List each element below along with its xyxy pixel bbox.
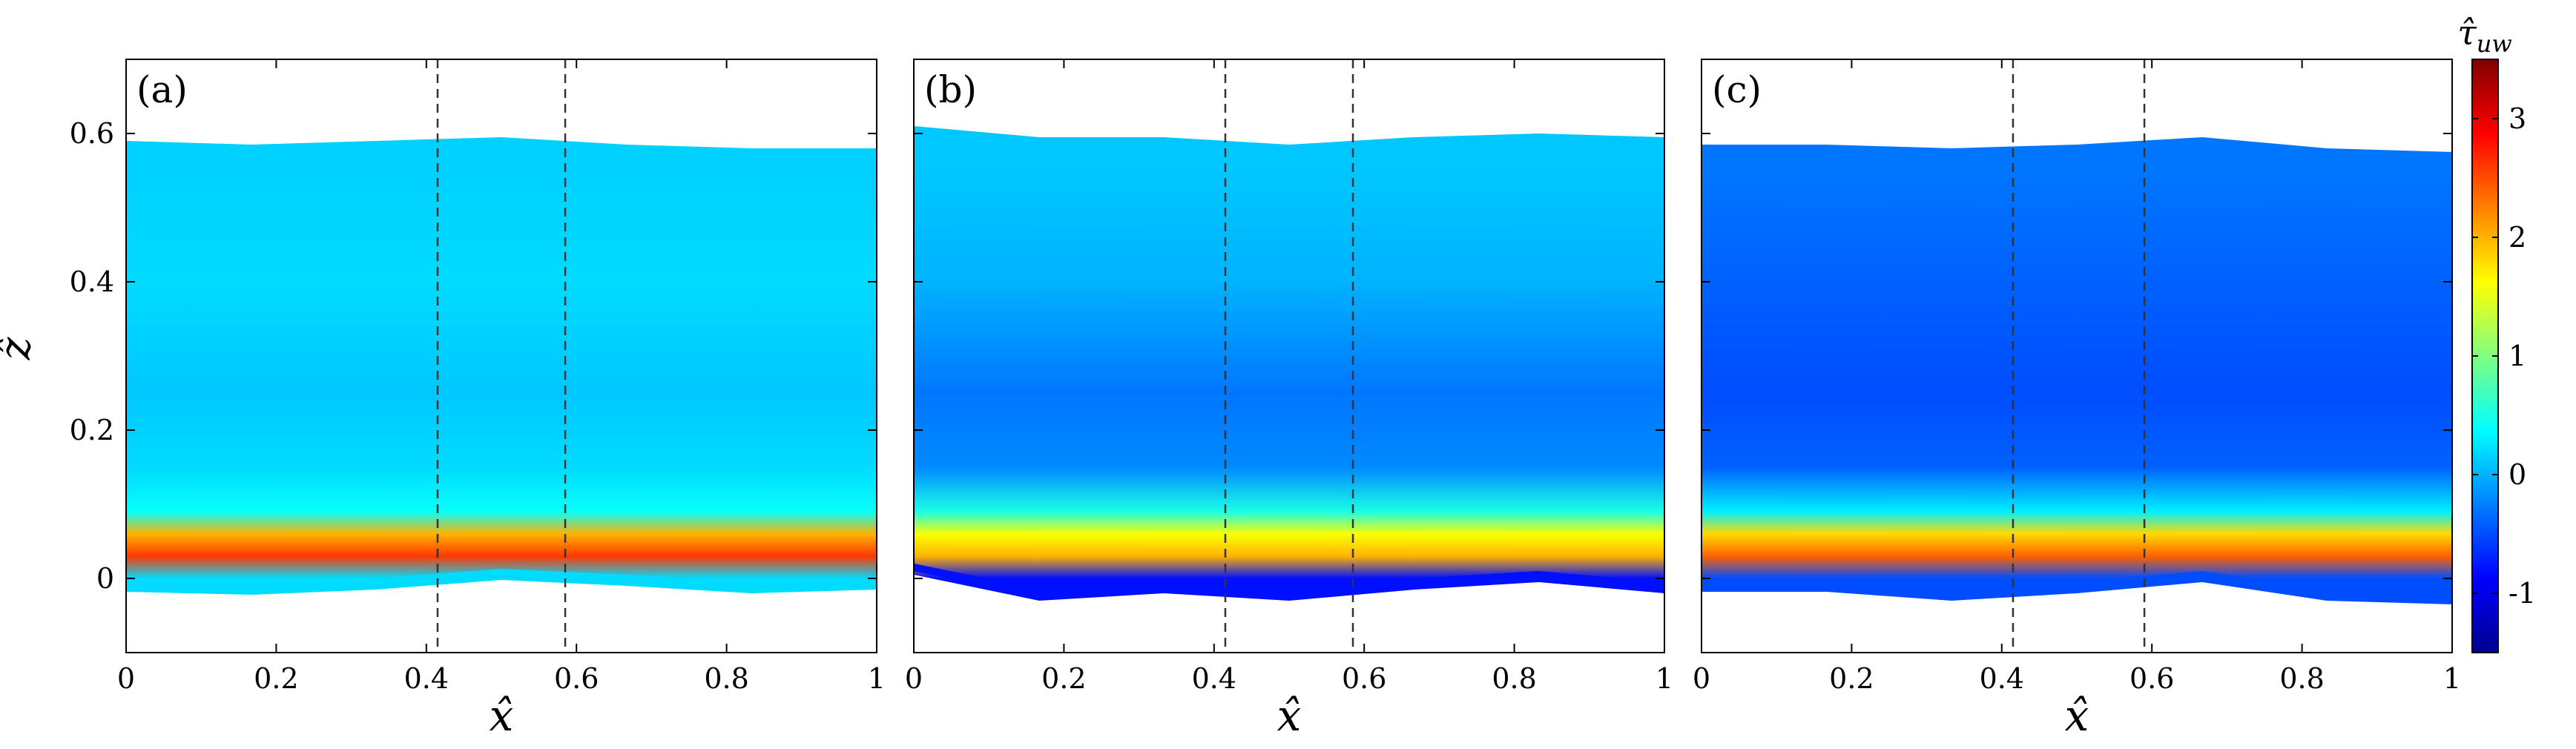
colorbar-tick-label: -1 — [2509, 577, 2536, 610]
contour-field — [1702, 137, 2452, 604]
x-tick-label: 1 — [2443, 662, 2461, 695]
y-axis-label: ẑ — [0, 337, 40, 360]
y-tick-label: 0.6 — [70, 117, 114, 150]
contour-field — [914, 126, 1664, 601]
y-tick-label: 0.2 — [70, 414, 114, 446]
colorbar-label-sub: uw — [2477, 30, 2512, 58]
x-axis-label: x̂ — [2065, 690, 2089, 741]
colorbar-label-base: τ̂ — [2457, 13, 2477, 53]
x-tick-label: 0 — [905, 662, 923, 695]
x-tick-label: 0.6 — [2129, 662, 2174, 695]
panel-frame — [125, 59, 877, 653]
panel-label: (b) — [924, 68, 977, 111]
panel-frame — [913, 59, 1665, 653]
colorbar-tick-label: 2 — [2509, 221, 2526, 254]
colorbar-tick-label: 3 — [2509, 102, 2526, 135]
x-tick-label: 0.2 — [1041, 662, 1086, 695]
colorbar: τ̂uw -1 0 1 2 3 — [2457, 13, 2536, 653]
colorbar-tick-label: 0 — [2509, 458, 2526, 491]
near-wall-band — [126, 568, 877, 592]
x-tick-label: 0.8 — [704, 662, 748, 695]
x-tick-label: 0.2 — [1829, 662, 1874, 695]
x-tick-label: 0.4 — [1192, 662, 1236, 695]
x-tick-label: 1 — [868, 662, 886, 695]
colorbar-label: τ̂uw — [2457, 13, 2511, 58]
panel-c: 0 0.2 0.4 0.6 0.8 1 x̂ (c) — [1693, 59, 2461, 741]
x-tick-label: 1 — [1656, 662, 1673, 695]
panel-frame — [1701, 59, 2453, 653]
near-wall-band — [914, 564, 1664, 598]
x-tick-label: 0.2 — [254, 662, 298, 695]
panel-label: (a) — [136, 68, 188, 111]
y-tick-label: 0.4 — [70, 265, 114, 298]
x-tick-label: 0 — [117, 662, 135, 695]
panels-group: 0 0.2 0.4 0.6 0.8 100.20.40.6x̂(a)0 0.2 0.4 0.6 0… — [70, 59, 2461, 741]
colorbar-ticks: -1 0 1 2 3 — [2472, 102, 2536, 610]
x-tick-label: 0 — [1693, 662, 1710, 695]
x-tick-label: 0.8 — [1492, 662, 1536, 695]
x-tick-label: 0.4 — [1980, 662, 2024, 695]
y-axis-title: ẑ — [0, 337, 40, 360]
contour-field — [126, 137, 877, 595]
x-tick-label: 0.6 — [1342, 662, 1386, 695]
x-axis-label: x̂ — [490, 690, 514, 741]
x-tick-label: 0.4 — [404, 662, 449, 695]
near-wall-band — [1702, 570, 2452, 601]
panel-b: 0 0.2 0.4 0.6 0.8 1 x̂ (b) — [905, 59, 1673, 741]
colorbar-tick-label: 1 — [2509, 340, 2526, 372]
x-tick-label: 0.8 — [2279, 662, 2324, 695]
panel-a: 0 0.2 0.4 0.6 0.8 1 0 0.2 0.4 0.6 x̂ (a) — [70, 59, 886, 741]
y-tick-label: 0 — [96, 562, 114, 595]
x-tick-label: 0.6 — [554, 662, 599, 695]
x-axis-label: x̂ — [1277, 690, 1302, 741]
panel-label: (c) — [1712, 68, 1762, 111]
